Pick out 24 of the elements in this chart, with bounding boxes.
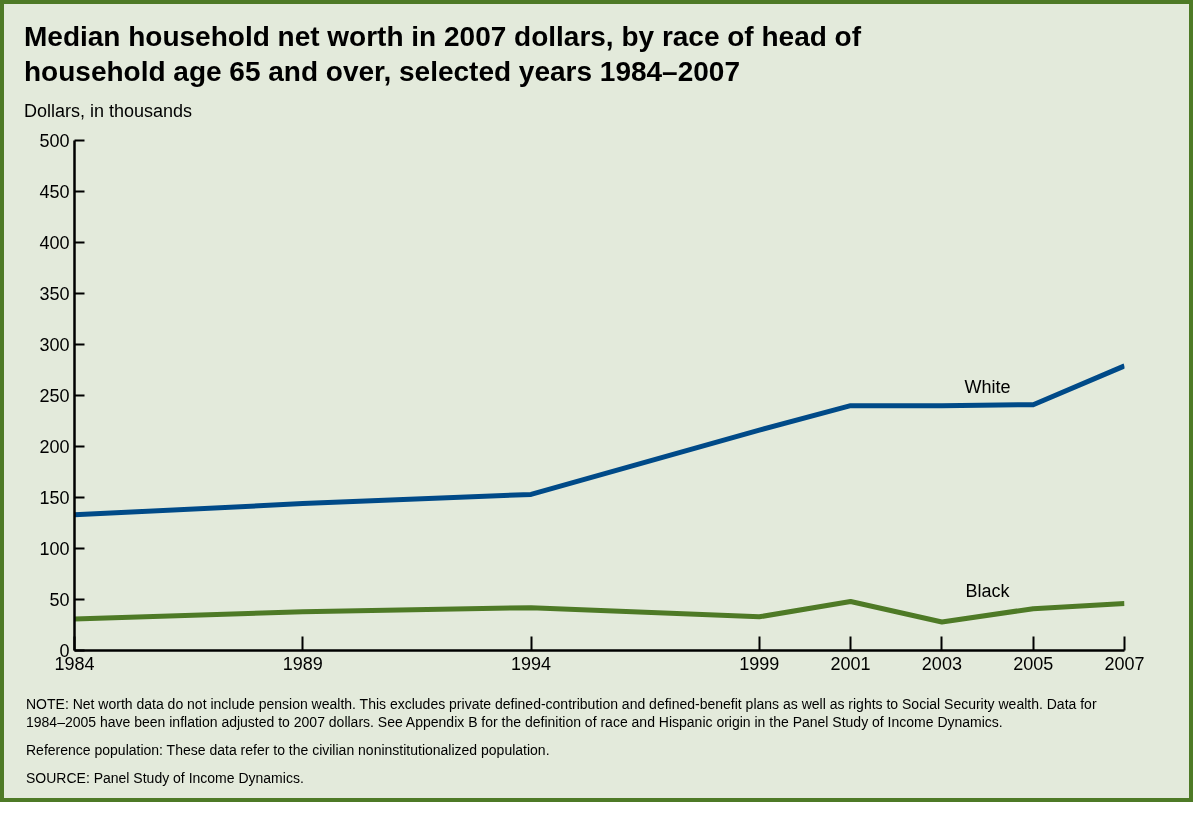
y-tick-label: 300 xyxy=(39,334,70,355)
x-tick-label: 1994 xyxy=(511,653,552,674)
y-tick-label: 50 xyxy=(49,589,70,610)
y-tick-label: 400 xyxy=(39,232,70,253)
text: Reference population: These data refer to the civilian noninstitutionalized population. xyxy=(26,741,550,760)
y-tick-label: 350 xyxy=(39,283,70,304)
y-axis-title: Dollars, in thousands xyxy=(24,100,193,123)
x-tick-label: 1999 xyxy=(739,653,780,674)
y-tick-label: 100 xyxy=(39,538,70,559)
series-label: White xyxy=(964,376,1011,397)
x-tick-label: 1989 xyxy=(282,653,323,674)
series-label: Black xyxy=(965,580,1011,601)
chart-title: Median household net worth in 2007 dollars, by race of head of household age 65 and over, selected years 1984–2007 xyxy=(24,20,863,89)
x-tick-label: 2001 xyxy=(830,653,871,674)
y-tick-label: 200 xyxy=(39,436,70,457)
y-tick-label: 450 xyxy=(39,181,70,202)
y-tick-label: 500 xyxy=(39,130,70,151)
y-tick-label: 250 xyxy=(39,385,70,406)
x-tick-label: 2005 xyxy=(1013,653,1054,674)
x-tick-label: 2007 xyxy=(1104,653,1145,674)
x-tick-label: 2003 xyxy=(921,653,962,674)
y-tick-label: 150 xyxy=(39,487,70,508)
text: NOTE: Net worth data do not include pension wealth. This excludes private defined-contribution and defined-benefit plans as well as rights to Social Security wealth. Data for 1984–2005 have been inflation adjusted to 2007 dollars. See Appendix B for the definition of race and Hispanic origin in the Panel Study of Income Dynamics. xyxy=(26,694,1098,732)
source-note: SOURCE: Panel Study of Income Dynamics. xyxy=(26,769,304,788)
